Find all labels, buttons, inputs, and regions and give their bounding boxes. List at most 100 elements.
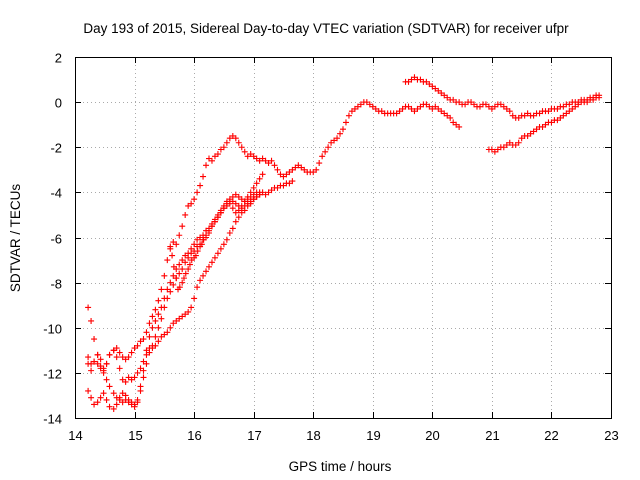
data-point — [208, 223, 215, 230]
data-point — [88, 367, 95, 374]
data-point — [226, 200, 233, 207]
data-point — [180, 275, 187, 282]
data-point — [194, 189, 201, 196]
data-point — [271, 162, 278, 169]
data-series — [485, 94, 603, 155]
y-tick-label: 0 — [55, 96, 62, 111]
data-point — [223, 139, 230, 146]
data-point — [250, 184, 257, 191]
data-markers — [85, 74, 603, 412]
data-point — [149, 324, 156, 331]
data-point — [88, 394, 95, 401]
x-tick-label: 20 — [425, 428, 439, 443]
data-point — [176, 270, 183, 277]
data-point — [88, 317, 95, 324]
data-point — [143, 351, 150, 358]
data-point — [167, 288, 174, 295]
data-point — [325, 144, 332, 151]
data-point — [143, 329, 150, 336]
data-point — [322, 148, 329, 155]
data-point — [256, 175, 263, 182]
data-point — [85, 354, 92, 361]
data-point — [179, 266, 186, 273]
grid-lines — [75, 57, 611, 418]
data-point — [97, 394, 104, 401]
data-point — [146, 333, 153, 340]
data-point — [220, 144, 227, 151]
x-tick-label: 19 — [366, 428, 380, 443]
data-point — [113, 401, 120, 408]
x-tick-label: 22 — [544, 428, 558, 443]
x-tick-label: 18 — [306, 428, 320, 443]
data-point — [313, 166, 320, 173]
data-point — [110, 405, 117, 412]
data-point — [110, 390, 117, 397]
data-series — [167, 171, 266, 293]
data-point — [100, 390, 107, 397]
data-point — [259, 171, 266, 178]
data-point — [194, 284, 201, 291]
data-point — [235, 139, 242, 146]
data-point — [229, 225, 236, 232]
data-point — [146, 320, 153, 327]
data-point — [208, 157, 215, 164]
data-point — [200, 272, 207, 279]
data-point — [131, 401, 138, 408]
x-axis-label: GPS time / hours — [289, 459, 392, 474]
data-point — [91, 358, 98, 365]
data-point — [110, 347, 117, 354]
data-point — [113, 354, 120, 361]
data-point — [131, 374, 138, 381]
data-point — [143, 360, 150, 367]
data-point — [173, 241, 180, 248]
data-point — [447, 114, 454, 121]
data-point — [106, 383, 113, 390]
data-point — [155, 338, 162, 345]
data-point — [186, 261, 193, 268]
data-point — [185, 308, 192, 315]
data-point — [170, 281, 177, 288]
data-point — [149, 313, 156, 320]
data-point — [100, 369, 107, 376]
data-point — [188, 304, 195, 311]
data-point — [122, 392, 129, 399]
data-point — [191, 196, 198, 203]
data-point — [164, 257, 171, 264]
data-point — [161, 304, 168, 311]
data-point — [197, 182, 204, 189]
y-tick-label: -4 — [50, 186, 62, 201]
data-point — [238, 144, 245, 151]
data-point — [179, 223, 186, 230]
data-point — [211, 218, 218, 225]
data-point — [596, 94, 603, 101]
data-point — [274, 166, 281, 173]
data-point — [85, 304, 92, 311]
data-point — [214, 214, 221, 221]
data-point — [200, 173, 207, 180]
data-point — [152, 333, 159, 340]
data-point — [456, 123, 463, 130]
data-point — [155, 297, 162, 304]
data-point — [103, 376, 110, 383]
y-tick-label: -10 — [43, 322, 62, 337]
data-series — [85, 178, 296, 410]
data-point — [106, 403, 113, 410]
data-point — [226, 229, 233, 236]
data-point — [106, 351, 113, 358]
data-point — [134, 342, 141, 349]
y-tick-label: -2 — [50, 141, 62, 156]
x-tick-label: 15 — [128, 428, 142, 443]
data-point — [515, 139, 522, 146]
data-point — [197, 277, 204, 284]
data-point — [241, 198, 248, 205]
data-point — [232, 218, 239, 225]
data-point — [167, 243, 174, 250]
data-point — [289, 178, 296, 185]
data-series — [85, 191, 263, 412]
data-point — [244, 193, 251, 200]
data-point — [217, 245, 224, 252]
data-point — [116, 349, 123, 356]
data-point — [158, 286, 165, 293]
data-point — [97, 356, 104, 363]
